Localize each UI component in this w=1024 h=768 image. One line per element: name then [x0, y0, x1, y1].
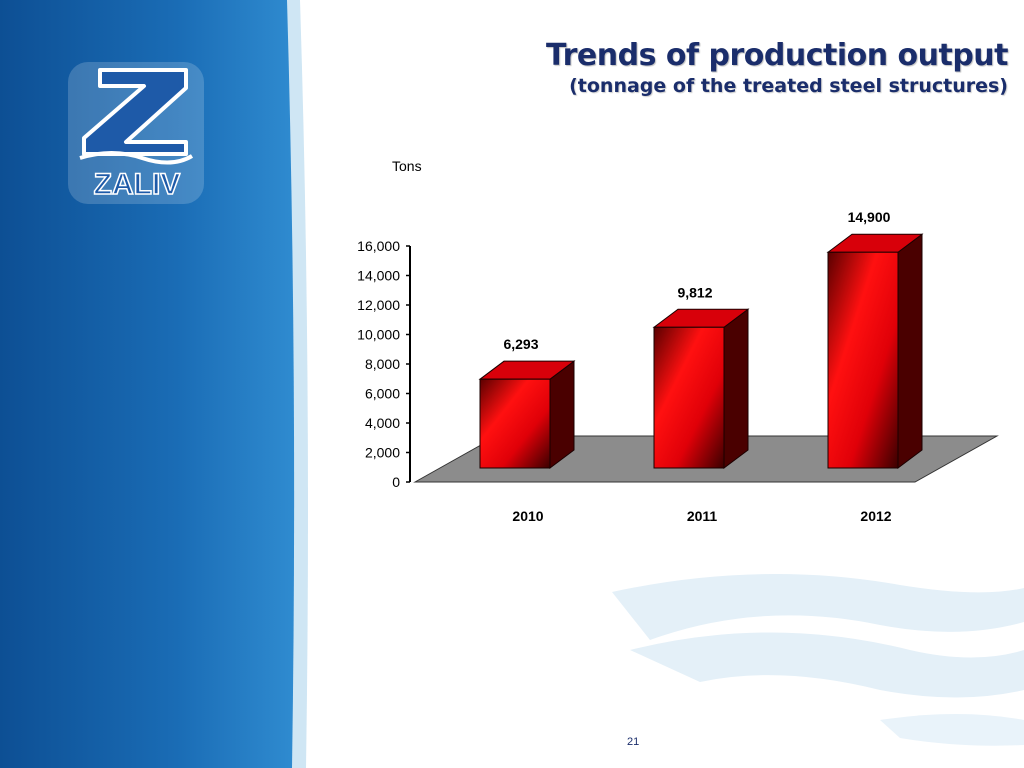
bar-side: [723, 308, 749, 469]
data-label: 14,900: [848, 209, 891, 225]
y-tick-label: 8,000: [365, 356, 400, 372]
bar: [827, 251, 899, 469]
wave-decoration: [630, 632, 1024, 698]
y-tick-label: 16,000: [357, 238, 400, 254]
bar-side: [549, 360, 575, 469]
y-tick-label: 14,000: [357, 268, 400, 284]
logo-wave: [79, 151, 194, 165]
data-label: 9,812: [677, 284, 712, 300]
y-tick-label: 2,000: [365, 445, 400, 461]
slide-subtitle: (tonnage of the treated steel structures…: [569, 75, 1008, 97]
wave-decoration: [880, 714, 1024, 746]
page-number: 21: [627, 736, 640, 748]
logo-text: ZALIV: [94, 168, 181, 201]
slide-title: Trends of production output: [545, 38, 1009, 73]
x-tick-label: 2011: [687, 508, 718, 524]
x-tick-label: 2010: [512, 508, 543, 524]
x-tick-label: 2012: [860, 508, 891, 524]
wave-decoration: [612, 574, 1024, 640]
y-tick-label: 0: [392, 474, 400, 490]
y-tick-label: 6,000: [365, 386, 400, 402]
y-tick-label: 4,000: [365, 415, 400, 431]
sidebar-blue-panel: [0, 0, 295, 768]
slide-title-block: Trends of production output (tonnage of …: [545, 38, 1009, 97]
bar: [479, 378, 551, 469]
zaliv-logo: ZALIV: [68, 62, 204, 204]
logo-z-shape: [82, 68, 188, 156]
y-tick-label: 12,000: [357, 297, 400, 313]
y-tick-label: 10,000: [357, 327, 400, 343]
y-axis-label: Tons: [392, 158, 422, 174]
bar-side: [897, 233, 923, 469]
bar: [653, 326, 725, 469]
data-label: 6,293: [503, 336, 538, 352]
